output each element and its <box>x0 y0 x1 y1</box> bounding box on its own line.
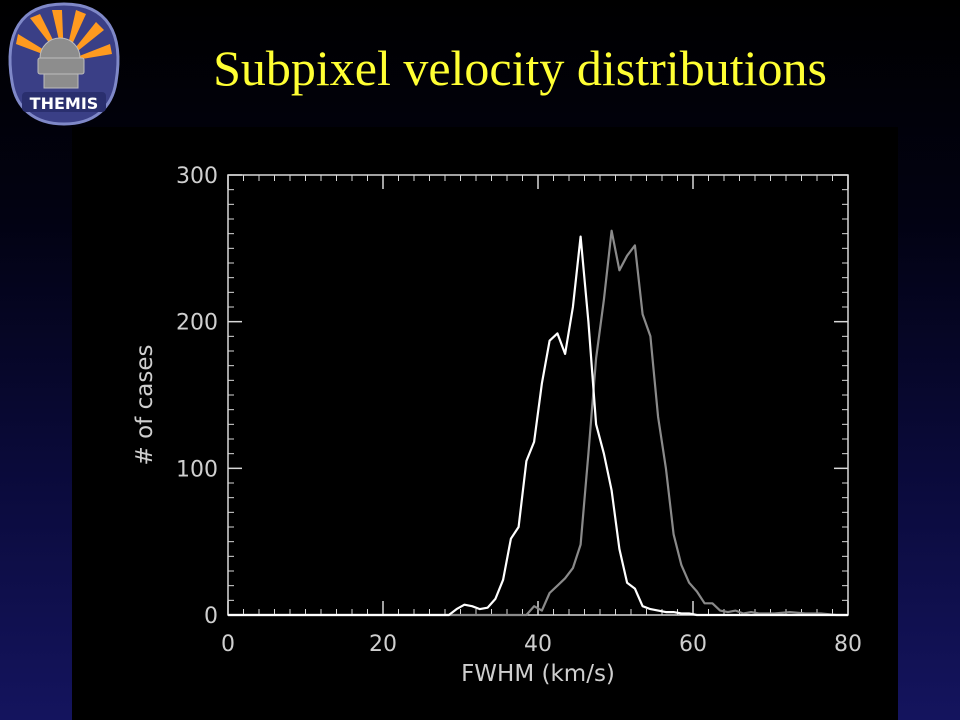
slide-title: Subpixel velocity distributions <box>213 40 827 96</box>
plot-panel: 0 20 40 60 80 0 100 200 300 FWHM (km/s) # of cas… <box>72 127 898 720</box>
axis-ticks <box>227 174 849 616</box>
logo-text-band <box>22 92 106 112</box>
telescope-icon <box>37 37 85 89</box>
y-tick-label: 100 <box>176 457 218 482</box>
y-tick-label: 0 <box>204 604 218 629</box>
themis-logo: THEMIS <box>8 2 120 126</box>
y-tick-label: 300 <box>176 164 218 189</box>
x-tick-label: 0 <box>221 632 235 657</box>
series-lines <box>228 229 848 617</box>
x-tick-label: 60 <box>679 632 707 657</box>
x-tick-label: 80 <box>834 632 862 657</box>
logo-text: THEMIS <box>30 94 99 113</box>
x-tick-label: 40 <box>524 632 552 657</box>
y-tick-label: 200 <box>176 311 218 336</box>
plot-frame <box>227 174 849 616</box>
tick-labels: 0 20 40 60 80 0 100 200 300 <box>176 164 862 657</box>
line-chart: 0 20 40 60 80 0 100 200 300 FWHM (km/s) # of cas… <box>132 164 862 687</box>
plot-border <box>227 174 849 616</box>
series-line-1 <box>228 235 848 617</box>
x-axis-label: FWHM (km/s) <box>461 661 615 687</box>
x-tick-label: 20 <box>369 632 397 657</box>
y-axis-label: # of cases <box>132 345 158 466</box>
series-line-2 <box>228 229 848 617</box>
